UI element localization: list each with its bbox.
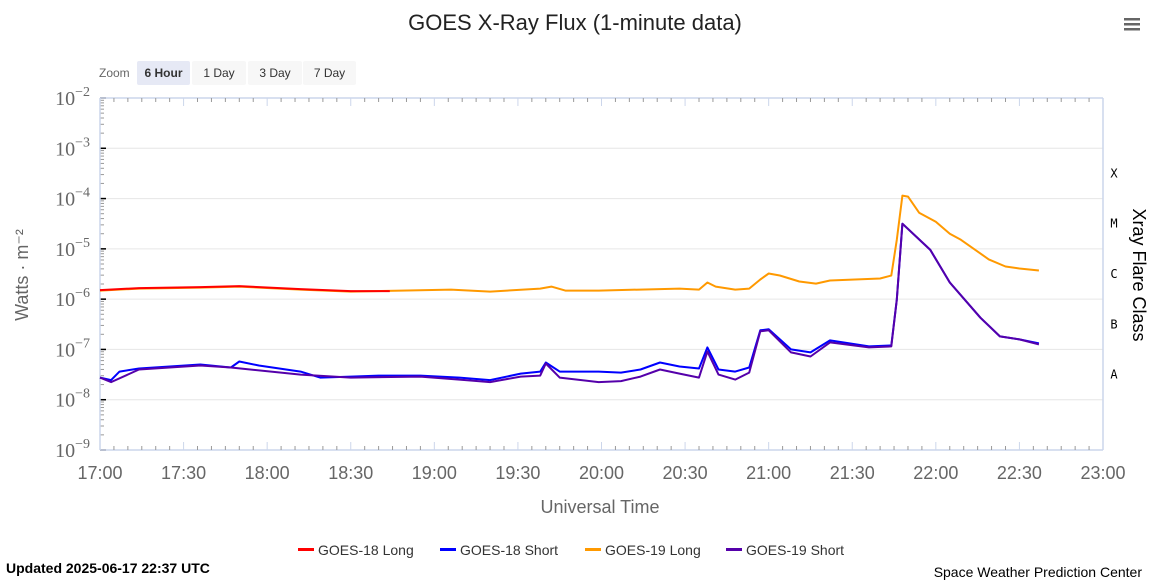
series-line-goes-19-short	[99, 222, 1040, 384]
zoom-button-6-hour[interactable]: 6 Hour	[137, 61, 190, 85]
zoom-button-bg[interactable]	[303, 61, 356, 85]
updated-timestamp: Updated 2025-06-17 22:37 UTC	[6, 560, 210, 576]
zoom-button-bg[interactable]	[137, 61, 190, 85]
plot-area: 10−2 10−3 10−4 10−5 10−6 10−7 10−8 10−917:00 17:…	[55, 85, 1125, 483]
chart-title: GOES X-Ray Flux (1-minute data)	[408, 10, 742, 35]
legend-label[interactable]: GOES-18 Long	[318, 542, 414, 558]
y-tick-label: 10−8	[55, 387, 90, 412]
legend-swatch	[298, 548, 314, 551]
zoom-button-label[interactable]: 6 Hour	[144, 66, 182, 80]
hamburger-menu-icon[interactable]	[1118, 12, 1146, 36]
legend-label[interactable]: GOES-19 Short	[746, 542, 844, 558]
zoom-button-bg[interactable]	[192, 61, 246, 85]
x-tick-label: 17:00	[77, 463, 122, 483]
x-tick-label: 20:30	[663, 463, 708, 483]
zoom-button-label[interactable]: 1 Day	[203, 66, 234, 80]
x-tick-label: 18:00	[245, 463, 290, 483]
y-tick-label: 10−3	[55, 135, 90, 160]
series-line-goes-18-long	[99, 285, 390, 293]
x-tick-label: 19:00	[412, 463, 457, 483]
x-tick-label: 21:30	[830, 463, 875, 483]
y-tick-label: 10−7	[55, 336, 90, 361]
legend-label[interactable]: GOES-18 Short	[460, 542, 558, 558]
flare-class-label: B	[1110, 317, 1117, 331]
zoom-selector: Zoom 6 Hour 1 Day 3 Day 7 Day	[99, 61, 356, 85]
y-axis-title: Watts · m⁻²	[12, 229, 32, 321]
flare-class-axis-title: Xray Flare Class	[1129, 208, 1149, 341]
zoom-button-3-day[interactable]: 3 Day	[248, 61, 302, 85]
x-tick-label: 22:30	[997, 463, 1042, 483]
zoom-button-label[interactable]: 7 Day	[314, 66, 345, 80]
zoom-button-7-day[interactable]: 7 Day	[303, 61, 356, 85]
x-tick-label: 21:00	[746, 463, 791, 483]
flare-class-label: M	[1110, 217, 1117, 231]
legend-label[interactable]: GOES-19 Long	[605, 542, 701, 558]
x-axis-title: Universal Time	[540, 497, 659, 517]
x-tick-label: 18:30	[328, 463, 373, 483]
series-line-goes-19-long	[99, 194, 1040, 293]
flare-class-label: X	[1110, 166, 1118, 180]
legend-item-goes-19-long[interactable]: GOES-19 Long	[585, 542, 701, 558]
x-tick-label: 20:00	[579, 463, 624, 483]
y-tick-label: 10−6	[55, 286, 90, 311]
flare-class-label: A	[1110, 368, 1118, 382]
x-tick-label: 17:30	[161, 463, 206, 483]
y-tick-label: 10−9	[55, 437, 90, 462]
legend: GOES-18 Long GOES-18 Short GOES-19 Long GOE…	[298, 542, 844, 558]
legend-item-goes-18-long[interactable]: GOES-18 Long	[298, 542, 414, 558]
x-tick-label: 23:00	[1080, 463, 1125, 483]
y-tick-label: 10−4	[55, 186, 90, 211]
legend-item-goes-18-short[interactable]: GOES-18 Short	[440, 542, 558, 558]
y-tick-label: 10−5	[55, 236, 90, 261]
legend-swatch	[585, 548, 601, 551]
zoom-button-1-day[interactable]: 1 Day	[192, 61, 246, 85]
legend-swatch	[440, 548, 456, 551]
y-tick-label: 10−2	[55, 85, 90, 110]
flare-class-label: C	[1110, 267, 1117, 281]
zoom-button-label[interactable]: 3 Day	[259, 66, 290, 80]
zoom-button-bg[interactable]	[248, 61, 302, 85]
x-tick-label: 19:30	[495, 463, 540, 483]
legend-item-goes-19-short[interactable]: GOES-19 Short	[726, 542, 844, 558]
series-line-goes-18-short	[99, 222, 1040, 382]
legend-swatch	[726, 548, 742, 551]
credit-text: Space Weather Prediction Center	[934, 564, 1143, 580]
zoom-label: Zoom	[99, 66, 130, 80]
x-tick-label: 22:00	[913, 463, 958, 483]
